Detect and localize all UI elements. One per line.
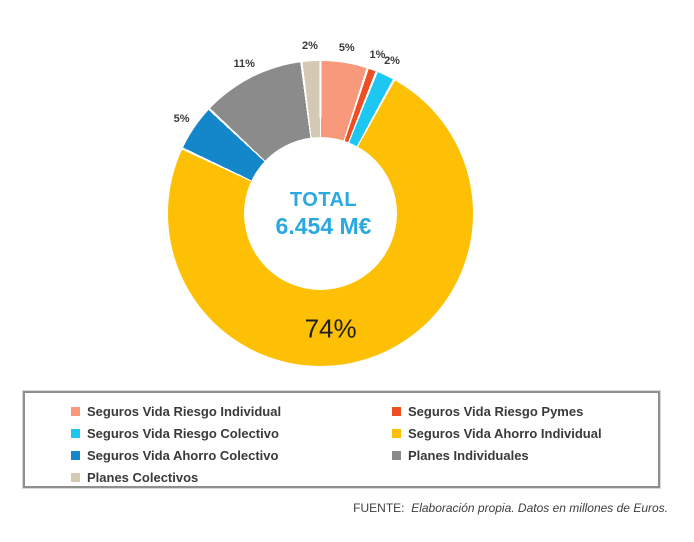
legend-swatch-icon — [392, 406, 401, 416]
legend-item-1: Seguros Vida Riesgo Pymes — [392, 400, 658, 422]
slice-label-0: 5% — [338, 41, 355, 54]
legend-item-3: Seguros Vida Ahorro Individual — [392, 422, 658, 444]
legend-item-0: Seguros Vida Riesgo Individual — [71, 400, 392, 422]
legend-item-5: Planes Individuales — [392, 444, 658, 466]
legend-swatch-icon — [71, 450, 80, 460]
legend-label: Seguros Vida Riesgo Individual — [87, 403, 282, 419]
legend-label: Seguros Vida Ahorro Individual — [408, 425, 602, 441]
legend-swatch-icon — [71, 428, 80, 438]
legend-item-2: Seguros Vida Riesgo Colectivo — [71, 422, 392, 444]
donut-center: TOTAL 6.454 M€ — [244, 137, 397, 290]
slice-label-6: 2% — [301, 39, 318, 52]
legend-label: Seguros Vida Riesgo Colectivo — [87, 425, 279, 441]
legend-grid: Seguros Vida Riesgo Individual Seguros Vi… — [25, 393, 658, 488]
legend: Seguros Vida Riesgo Individual Seguros Vi… — [23, 391, 660, 488]
legend-item-6: Planes Colectivos — [71, 466, 392, 488]
slice-label-1: 1% — [369, 49, 386, 62]
legend-label: Seguros Vida Riesgo Pymes — [408, 403, 584, 419]
legend-swatch-icon — [71, 472, 80, 482]
legend-swatch-icon — [392, 428, 401, 438]
legend-item-4: Seguros Vida Ahorro Colectivo — [71, 444, 392, 466]
legend-label: Seguros Vida Ahorro Colectivo — [87, 447, 279, 463]
slice-label-4: 5% — [173, 113, 190, 126]
slice-label-5: 11% — [233, 57, 255, 70]
source-text: Elaboración propia. Datos en millones de… — [411, 501, 668, 515]
legend-label: Planes Colectivos — [87, 469, 199, 485]
slice-label-2: 2% — [384, 55, 400, 68]
legend-swatch-icon — [71, 406, 80, 416]
center-title: TOTAL — [289, 188, 358, 211]
legend-label: Planes Individuales — [408, 447, 529, 463]
source-prefix: FUENTE: — [353, 501, 405, 515]
source-note: FUENTE: Elaboración propia. Datos en mil… — [353, 501, 668, 515]
center-value: 6.454 M€ — [275, 212, 372, 239]
legend-swatch-icon — [392, 450, 401, 460]
